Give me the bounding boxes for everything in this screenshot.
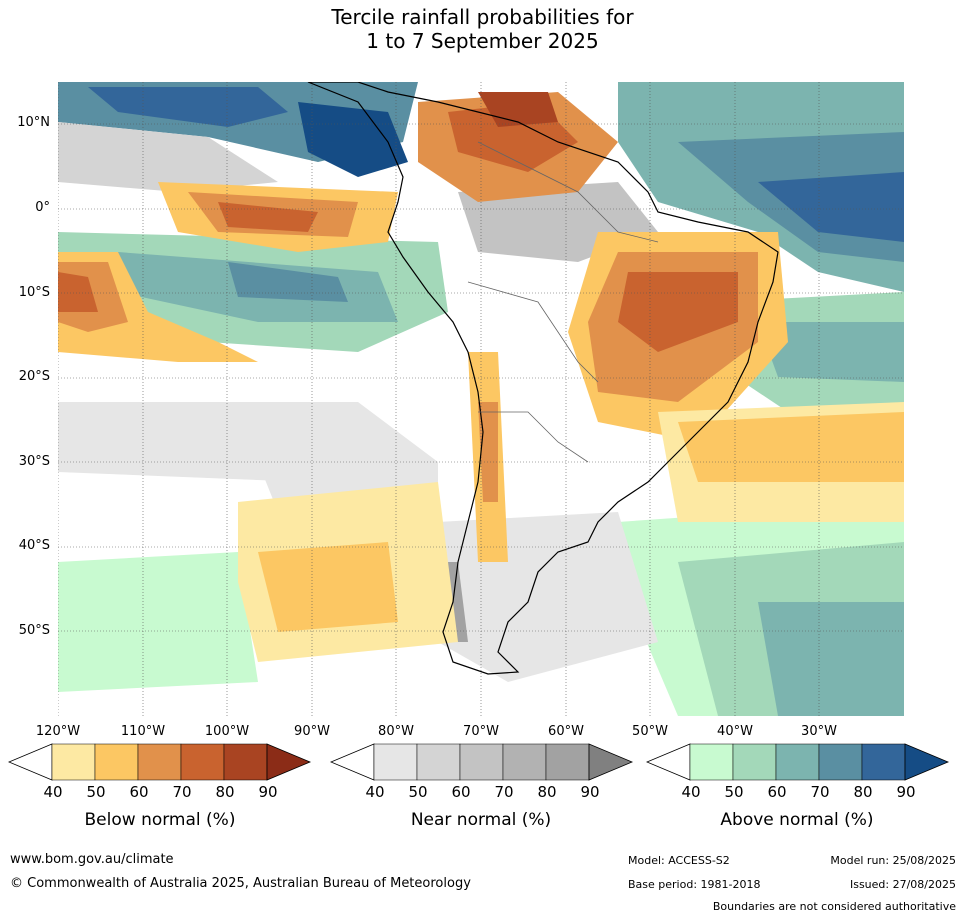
footer-issued: Issued: 27/08/2025 [849, 878, 956, 891]
footer-disclaimer: Boundaries are not considered authoritat… [712, 900, 956, 913]
colorbar-label-below: Below normal (%) [84, 810, 236, 830]
colorbar-above-normal [646, 743, 950, 781]
graticule [58, 82, 904, 716]
map-title-line2: 1 to 7 September 2025 [366, 29, 599, 53]
lat-label-30s: 30°S [18, 454, 50, 469]
tick-near-40: 40 [365, 783, 385, 801]
lat-label-10n: 10°N [17, 115, 50, 130]
lat-label-20s: 20°S [18, 369, 50, 384]
colorbar-near-normal [330, 743, 634, 781]
tick-above-70: 70 [810, 783, 830, 801]
tick-below-80: 80 [215, 783, 235, 801]
footer-website: www.bom.gov.au/climate [10, 852, 174, 867]
tick-below-70: 70 [172, 783, 192, 801]
footer-model-run: Model run: 25/08/2025 [830, 854, 956, 867]
tick-above-90: 90 [896, 783, 916, 801]
tick-above-60: 60 [767, 783, 787, 801]
tick-near-50: 50 [408, 783, 428, 801]
tick-above-80: 80 [853, 783, 873, 801]
lon-label-40w: 40°W [717, 724, 753, 739]
coastline [307, 82, 779, 675]
lon-label-120w: 120°W [35, 724, 81, 739]
lat-label-50s: 50°S [18, 623, 50, 638]
tick-below-90: 90 [258, 783, 278, 801]
colorbar-below-normal [8, 743, 312, 781]
footer-model: Model: ACCESS-S2 [628, 854, 730, 867]
colorbar-label-near: Near normal (%) [410, 810, 552, 830]
lat-label-0: 0° [35, 200, 50, 215]
map-canvas [58, 82, 904, 716]
tick-near-90: 90 [580, 783, 600, 801]
lon-label-100w: 100°W [204, 724, 250, 739]
near-normal-region [58, 122, 278, 192]
lon-label-80w: 80°W [378, 724, 414, 739]
tick-below-40: 40 [43, 783, 63, 801]
tick-near-80: 80 [537, 783, 557, 801]
lon-label-90w: 90°W [294, 724, 330, 739]
lat-label-40s: 40°S [18, 538, 50, 553]
probability-map [58, 82, 904, 716]
lon-label-30w: 30°W [801, 724, 837, 739]
tick-below-50: 50 [86, 783, 106, 801]
lat-label-10s: 10°S [18, 285, 50, 300]
lon-label-50w: 50°W [632, 724, 668, 739]
map-title-line1: Tercile rainfall probabilities for [331, 5, 634, 29]
lon-label-110w: 110°W [120, 724, 166, 739]
footer-copyright: © Commonwealth of Australia 2025, Austra… [10, 876, 471, 891]
lon-label-70w: 70°W [463, 724, 499, 739]
tick-below-60: 60 [129, 783, 149, 801]
tick-near-60: 60 [451, 783, 471, 801]
tick-near-70: 70 [494, 783, 514, 801]
lon-label-60w: 60°W [548, 724, 584, 739]
tick-above-40: 40 [681, 783, 701, 801]
tick-above-50: 50 [724, 783, 744, 801]
footer-base-period: Base period: 1981-2018 [628, 878, 761, 891]
colorbar-label-above: Above normal (%) [720, 810, 874, 830]
